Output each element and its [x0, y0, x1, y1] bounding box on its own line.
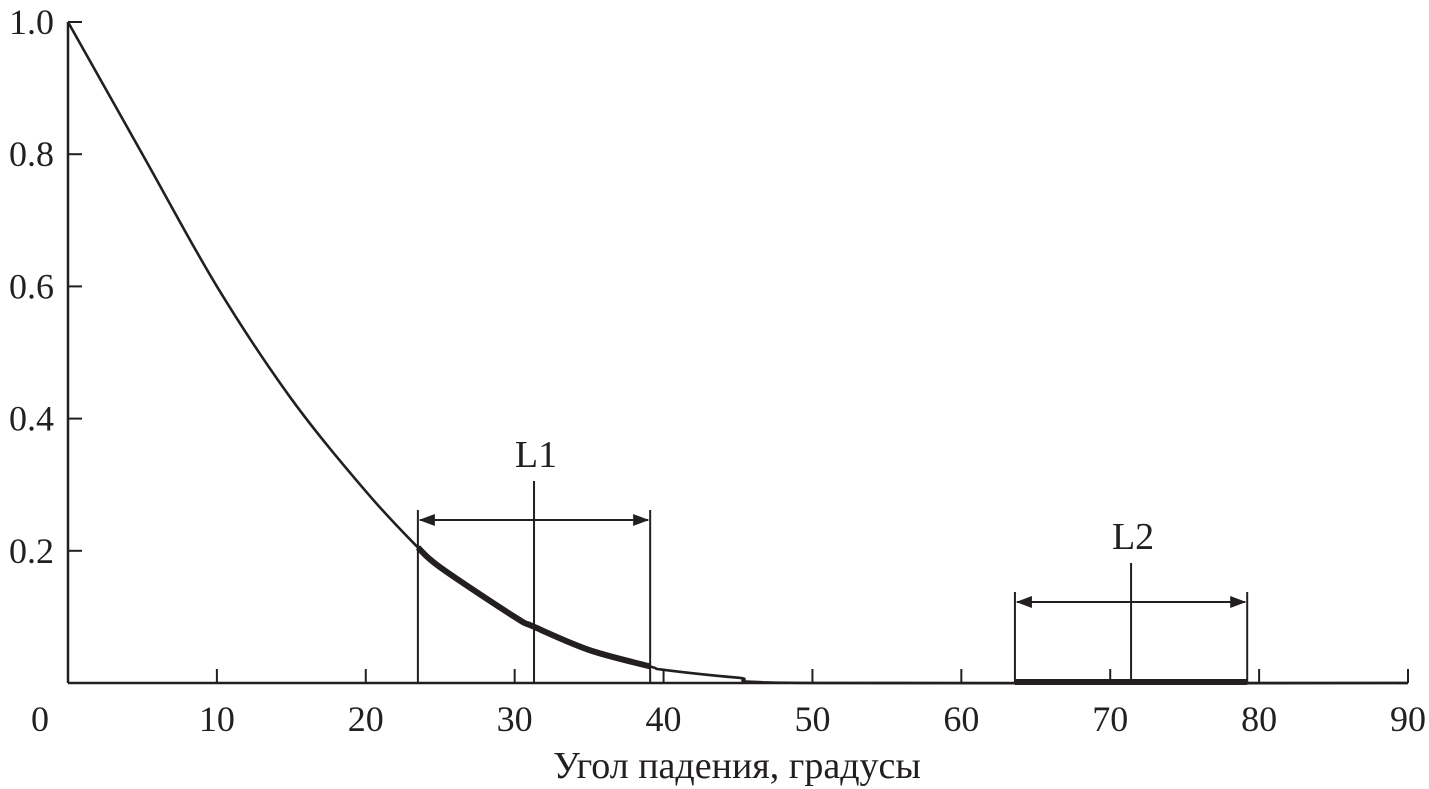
annotations: L1 L2 [416, 434, 1249, 685]
x-tick-label: 0 [31, 699, 49, 739]
series-curve [66, 21, 1409, 685]
arrow-right-icon [633, 514, 650, 526]
x-tick-label: 20 [348, 699, 384, 739]
x-tick-label: 10 [199, 699, 235, 739]
x-axis-title: Угол падения, градусы [553, 745, 921, 787]
l1-highlight-segment [415, 545, 651, 670]
arrow-left-icon [1015, 596, 1032, 608]
series-line [66, 21, 1409, 685]
annotation-l2: L2 [1013, 516, 1249, 685]
annotation-label: L1 [515, 434, 557, 476]
x-tick-label: 50 [794, 699, 830, 739]
y-tick-label: 0.6 [9, 266, 54, 306]
y-tick-label: 0.4 [9, 399, 54, 439]
x-tick-label: 60 [943, 699, 979, 739]
x-tick-label: 40 [646, 699, 682, 739]
arrow-left-icon [418, 514, 435, 526]
arrow-right-icon [1230, 596, 1247, 608]
y-tick-label: 0.2 [9, 531, 54, 571]
tick-labels: 0 10 20 30 40 50 60 70 80 90 0.2 0.4 0.6 0.8 1.0 [9, 2, 1426, 739]
y-tick-label: 1.0 [9, 2, 54, 42]
annotation-l1: L1 [416, 434, 652, 683]
annotation-label: L2 [1112, 516, 1154, 558]
x-tick-label: 30 [497, 699, 533, 739]
x-tick-label: 70 [1092, 699, 1128, 739]
tick-marks [68, 21, 1409, 683]
x-tick-label: 90 [1390, 699, 1426, 739]
x-tick-label: 80 [1241, 699, 1277, 739]
y-tick-label: 0.8 [9, 134, 54, 174]
axes [66, 22, 1408, 685]
